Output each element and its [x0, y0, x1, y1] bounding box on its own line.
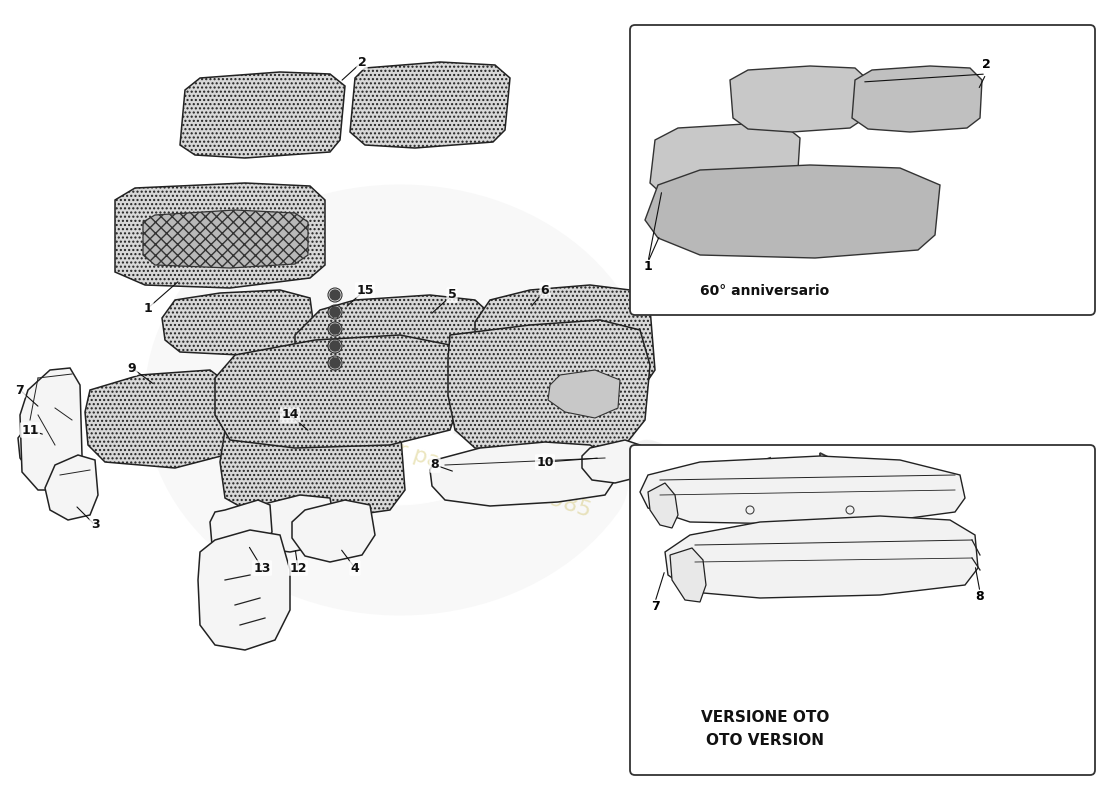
Polygon shape — [85, 370, 240, 468]
Polygon shape — [143, 210, 308, 268]
Circle shape — [330, 290, 340, 300]
Polygon shape — [198, 530, 290, 650]
Text: 14: 14 — [282, 409, 299, 422]
Polygon shape — [670, 548, 706, 602]
Polygon shape — [45, 455, 98, 520]
Polygon shape — [640, 456, 965, 524]
Polygon shape — [162, 290, 315, 355]
Polygon shape — [430, 442, 615, 506]
Text: 7: 7 — [650, 600, 659, 613]
Polygon shape — [448, 320, 650, 452]
Text: 13: 13 — [253, 562, 271, 574]
Polygon shape — [248, 495, 336, 552]
Text: 11: 11 — [21, 423, 38, 437]
Text: 15: 15 — [356, 283, 374, 297]
FancyBboxPatch shape — [630, 25, 1094, 315]
FancyBboxPatch shape — [630, 445, 1094, 775]
Polygon shape — [645, 165, 940, 258]
Circle shape — [330, 341, 340, 351]
Text: 2: 2 — [981, 58, 990, 71]
Polygon shape — [740, 453, 860, 492]
Polygon shape — [295, 295, 500, 425]
Polygon shape — [582, 440, 642, 483]
Polygon shape — [475, 285, 654, 420]
Polygon shape — [730, 66, 868, 132]
Polygon shape — [548, 370, 620, 418]
Text: 6: 6 — [541, 283, 549, 297]
Polygon shape — [650, 124, 800, 200]
Text: 7: 7 — [15, 383, 24, 397]
Circle shape — [330, 358, 340, 368]
Text: 5: 5 — [448, 289, 456, 302]
Text: 4: 4 — [351, 562, 360, 574]
Polygon shape — [292, 500, 375, 562]
Polygon shape — [852, 66, 982, 132]
Text: 1: 1 — [644, 260, 652, 273]
Polygon shape — [18, 408, 78, 482]
Text: 8: 8 — [976, 590, 984, 603]
Text: 9: 9 — [128, 362, 136, 374]
Text: 1: 1 — [144, 302, 153, 314]
Polygon shape — [220, 410, 405, 520]
Text: 12: 12 — [289, 562, 307, 574]
Text: 2: 2 — [358, 55, 366, 69]
Text: 10: 10 — [537, 455, 553, 469]
Circle shape — [330, 307, 340, 317]
Text: a passion for parts since 1985: a passion for parts since 1985 — [266, 398, 593, 522]
Polygon shape — [20, 368, 82, 490]
Polygon shape — [648, 483, 678, 528]
Text: 60° anniversario: 60° anniversario — [701, 284, 829, 298]
Text: OTO VERSION: OTO VERSION — [706, 733, 824, 748]
Polygon shape — [350, 62, 510, 148]
Text: europaparts: europaparts — [182, 280, 679, 500]
Polygon shape — [116, 183, 324, 288]
Text: 8: 8 — [431, 458, 439, 471]
Text: VERSIONE OTO: VERSIONE OTO — [701, 710, 829, 725]
Polygon shape — [210, 500, 272, 556]
Polygon shape — [214, 335, 460, 448]
Text: 3: 3 — [90, 518, 99, 531]
Polygon shape — [666, 516, 978, 598]
Circle shape — [330, 324, 340, 334]
Polygon shape — [180, 72, 345, 158]
